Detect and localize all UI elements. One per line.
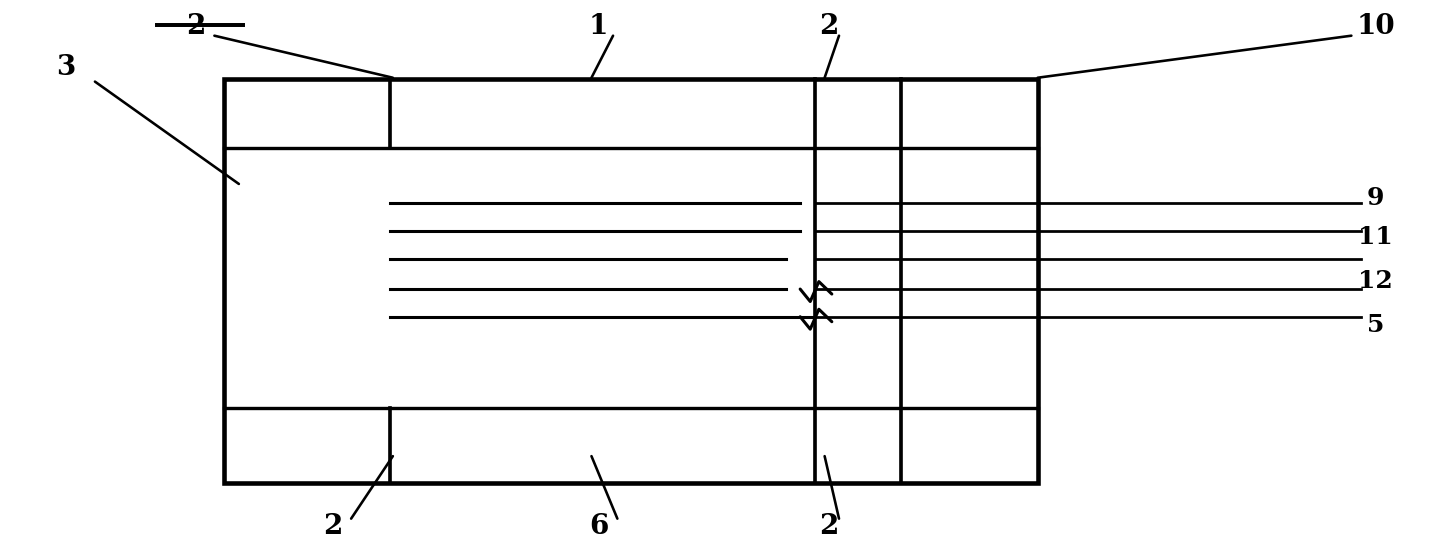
Text: 2: 2: [323, 513, 342, 540]
Text: 10: 10: [1357, 13, 1396, 40]
Text: 2: 2: [819, 13, 839, 40]
Text: 9: 9: [1367, 186, 1384, 210]
Text: 5: 5: [1367, 313, 1384, 337]
Text: 6: 6: [588, 513, 609, 540]
Text: 2: 2: [186, 13, 205, 40]
Text: 1: 1: [588, 13, 609, 40]
Bar: [225, 79, 1038, 483]
Text: 3: 3: [56, 54, 76, 81]
Text: 12: 12: [1358, 269, 1393, 293]
Text: 2: 2: [819, 513, 839, 540]
Text: 11: 11: [1358, 225, 1393, 249]
